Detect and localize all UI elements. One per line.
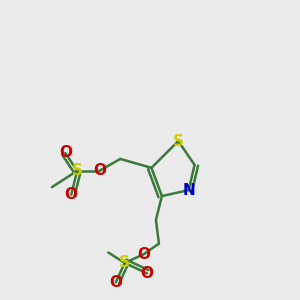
Text: O: O [140,266,154,281]
Text: S: S [173,134,184,148]
Text: O: O [138,247,151,262]
Text: S: S [72,163,83,178]
Text: O: O [93,163,106,178]
Text: O: O [109,275,122,290]
Text: S: S [119,255,130,270]
Text: N: N [182,183,195,198]
Text: O: O [65,187,78,202]
Text: O: O [59,146,72,160]
